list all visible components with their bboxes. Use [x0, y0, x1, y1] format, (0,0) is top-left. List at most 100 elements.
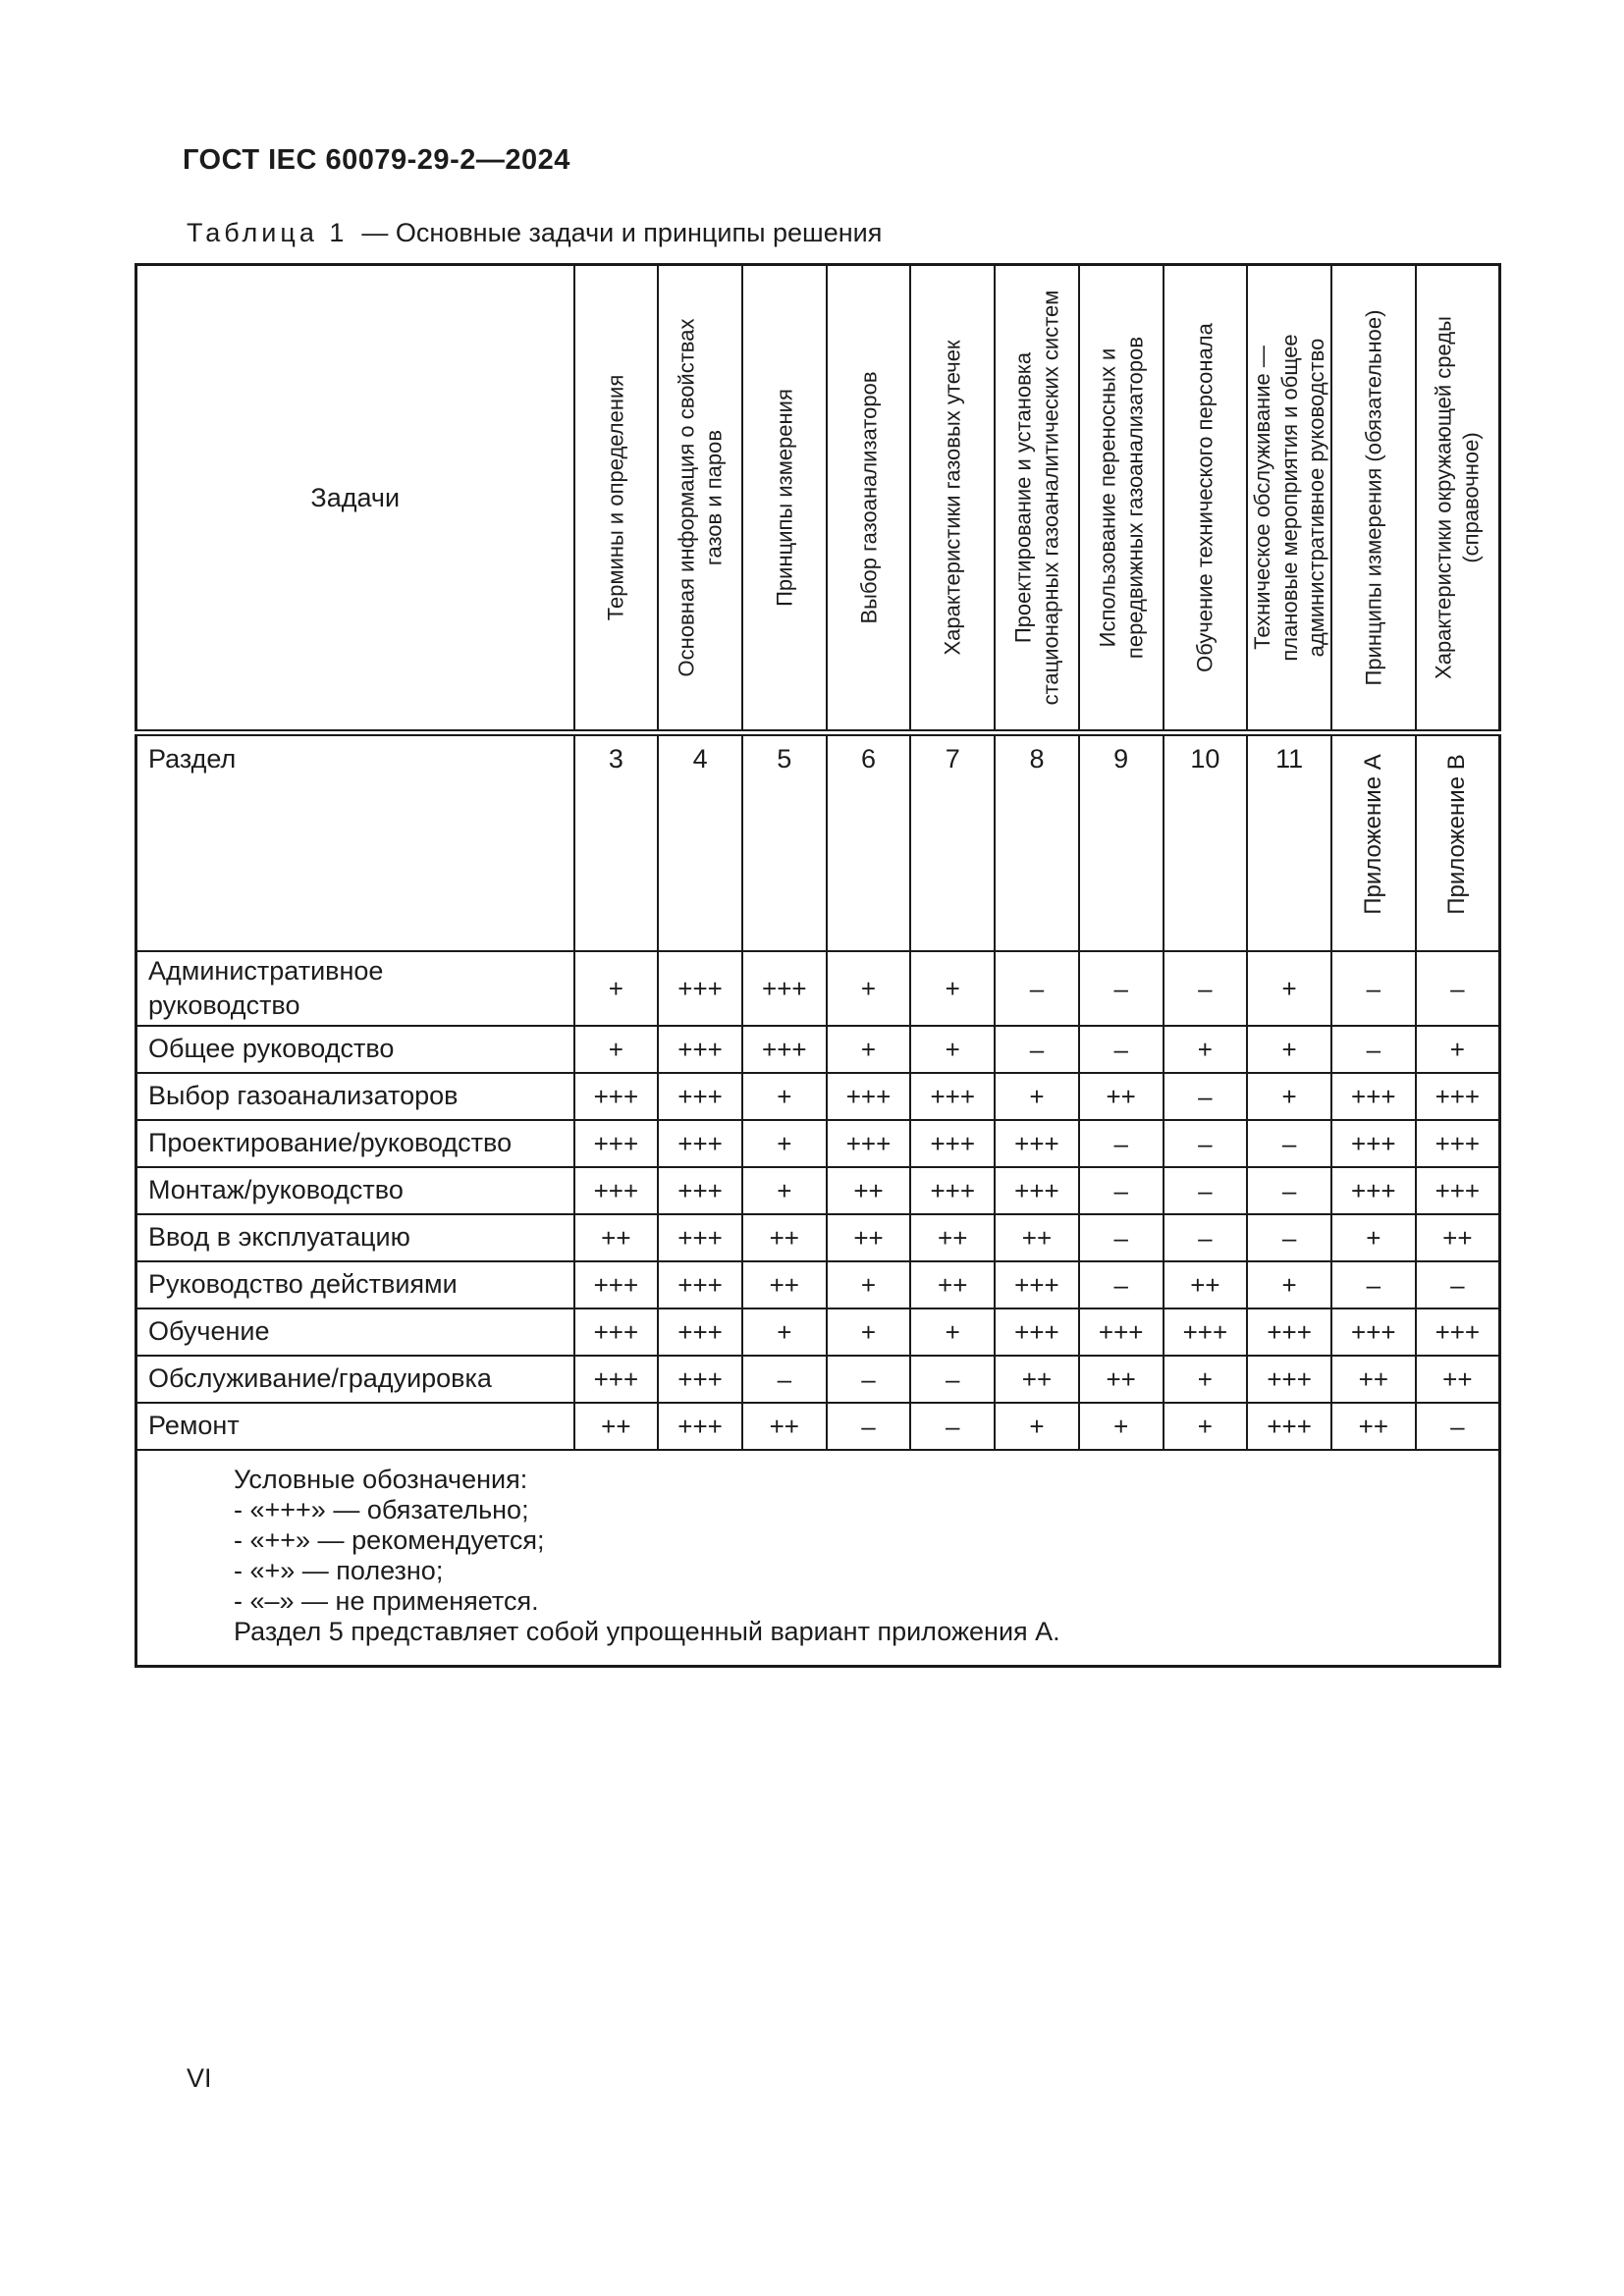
task-value-cell: +++	[994, 1119, 1080, 1168]
task-value-cell: +++	[909, 1166, 997, 1215]
task-value-cell: ++	[1329, 1402, 1417, 1451]
task-value-cell: +	[740, 1308, 828, 1357]
task-value-cell: +	[909, 1025, 997, 1074]
task-value-cell: +++	[657, 1355, 743, 1404]
task-value-cell: ++	[572, 1213, 660, 1262]
task-value-cell: +++	[657, 1072, 743, 1121]
appendix-wrap: Приложение В	[1417, 736, 1498, 933]
task-value-cell: +	[825, 1260, 912, 1309]
task-value-cell: –	[1162, 1119, 1249, 1168]
task-value-cell: +++	[572, 1166, 660, 1215]
task-value-cell: +++	[825, 1119, 912, 1168]
task-value-cell: +++	[994, 1308, 1080, 1357]
column-header-wrap: Использование переносных и передвижных г…	[1080, 268, 1163, 727]
page-number: VI	[187, 2063, 212, 2093]
column-header-cell: Характеристики окружающей среды (справоч…	[1414, 263, 1501, 736]
task-value-cell: –	[1162, 1166, 1249, 1215]
task-value-cell: –	[909, 1402, 997, 1451]
section-number-cell: 5	[740, 731, 828, 952]
task-label-cell: Ремонт	[135, 1402, 575, 1451]
task-value-cell: +++	[1414, 1308, 1501, 1357]
task-value-cell: –	[1329, 1025, 1417, 1074]
task-value-cell: –	[994, 1025, 1080, 1074]
task-value-cell: +	[825, 1308, 912, 1357]
column-header-label: Выбор газоанализаторов	[855, 371, 881, 624]
task-value-cell: ++	[740, 1213, 828, 1262]
main-table: Задачи Термины и определения Основная инфо…	[135, 263, 1501, 1668]
legend-item: - «+++» — обязательно;	[234, 1495, 529, 1524]
task-value-cell: +	[1246, 1072, 1332, 1121]
task-value-cell: –	[1077, 1119, 1164, 1168]
legend-row: Условные обозначения: - «+++» — обязатель…	[135, 1449, 1501, 1668]
column-header-label: Техническое обслуживание — плановые меро…	[1249, 334, 1328, 662]
task-value-cell: +	[1414, 1025, 1501, 1074]
column-header-cell: Термины и определения	[572, 263, 660, 736]
task-label-cell: Руководство действиями	[135, 1260, 575, 1309]
task-value-cell: –	[1162, 1213, 1249, 1262]
legend-cell: Условные обозначения: - «+++» — обязатель…	[135, 1449, 1501, 1668]
task-value-cell: +	[572, 950, 660, 1027]
legend-note: Раздел 5 представляет собой упрощенный в…	[234, 1617, 1060, 1646]
task-value-cell: ++	[825, 1213, 912, 1262]
table-container: Задачи Термины и определения Основная инфо…	[135, 263, 1501, 1668]
legend-title: Условные обозначения:	[234, 1465, 528, 1494]
task-value-cell: +	[1246, 1025, 1332, 1074]
column-header-cell: Использование переносных и передвижных г…	[1077, 263, 1164, 736]
section-number-cell: 4	[657, 731, 743, 952]
task-value-cell: ++	[909, 1213, 997, 1262]
tasks-corner-cell: Задачи	[135, 263, 575, 736]
task-value-cell: ++	[1077, 1355, 1164, 1404]
task-value-cell: +++	[572, 1355, 660, 1404]
task-value-cell: +++	[1329, 1072, 1417, 1121]
column-header-label: Принципы измерения (обязательное)	[1361, 309, 1386, 686]
column-header-wrap: Характеристики окружающей среды (справоч…	[1417, 268, 1498, 727]
task-label-cell: Выбор газоанализаторов	[135, 1072, 575, 1121]
task-value-cell: +++	[740, 1025, 828, 1074]
doc-header: ГОСТ IEC 60079-29-2—2024	[183, 144, 570, 176]
task-value-cell: +	[1162, 1025, 1249, 1074]
column-header-cell: Обучение технического персонала	[1162, 263, 1249, 736]
column-header-label: Термины и определения	[603, 374, 628, 621]
task-value-cell: +++	[1162, 1308, 1249, 1357]
column-header-wrap: Основная информация о свойствах газов и …	[659, 268, 741, 727]
task-value-cell: –	[1414, 1260, 1501, 1309]
task-label-cell: Административное руководство	[135, 950, 575, 1027]
column-header-cell: Основная информация о свойствах газов и …	[657, 263, 743, 736]
appendix-section-cell: Приложение А	[1329, 731, 1417, 952]
task-value-cell: –	[1246, 1119, 1332, 1168]
task-value-cell: ++	[740, 1402, 828, 1451]
task-value-cell: ++	[572, 1402, 660, 1451]
column-header-wrap: Выбор газоанализаторов	[828, 268, 910, 727]
task-value-cell: –	[825, 1355, 912, 1404]
task-value-cell: +	[1246, 1260, 1332, 1309]
task-value-cell: –	[1246, 1166, 1332, 1215]
column-header-cell: Проектирование и установка стационарных …	[994, 263, 1080, 736]
task-value-cell: +	[572, 1025, 660, 1074]
task-label-cell: Ввод в эксплуатацию	[135, 1213, 575, 1262]
task-value-cell: ++	[1162, 1260, 1249, 1309]
task-label-cell: Обучение	[135, 1308, 575, 1357]
task-row: Ввод в эксплуатацию ++ +++ ++ ++ ++ ++ – – – + ++	[135, 1213, 1501, 1262]
task-value-cell: +++	[994, 1166, 1080, 1215]
column-header-wrap: Характеристики газовых утечек	[911, 268, 994, 727]
task-value-cell: +	[740, 1119, 828, 1168]
task-value-cell: +++	[572, 1119, 660, 1168]
column-header-wrap: Техническое обслуживание — плановые меро…	[1248, 268, 1330, 727]
task-value-cell: +++	[1246, 1308, 1332, 1357]
task-value-cell: +++	[657, 1166, 743, 1215]
column-header-label: Использование переносных и передвижных г…	[1095, 336, 1147, 660]
column-header-cell: Характеристики газовых утечек	[909, 263, 997, 736]
task-value-cell: –	[1077, 1260, 1164, 1309]
legend-item: - «+» — полезно;	[234, 1556, 444, 1585]
task-value-cell: +++	[909, 1072, 997, 1121]
table-caption-text: — Основные задачи и принципы решения	[361, 218, 883, 247]
task-value-cell: –	[1329, 950, 1417, 1027]
column-header-wrap: Проектирование и установка стационарных …	[996, 268, 1078, 727]
task-value-cell: –	[740, 1355, 828, 1404]
task-row: Выбор газоанализаторов +++ +++ + +++ +++ + ++ – +…	[135, 1072, 1501, 1121]
task-value-cell: +	[909, 950, 997, 1027]
column-header-cell: Техническое обслуживание — плановые меро…	[1246, 263, 1332, 736]
task-value-cell: +	[825, 1025, 912, 1074]
legend-item: - «–» — не применяется.	[234, 1586, 539, 1616]
